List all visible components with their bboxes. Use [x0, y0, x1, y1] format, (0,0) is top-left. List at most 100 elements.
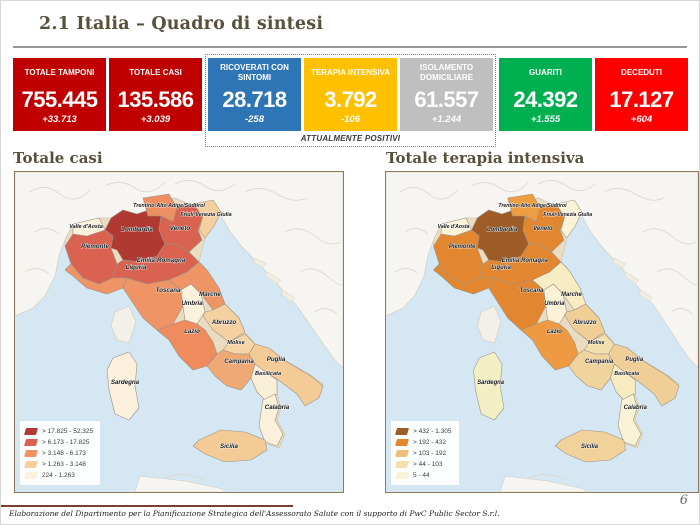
map-title-totale-terapia-intensiva: Totale terapia intensiva [386, 149, 585, 167]
region-label-calabria: Calabria [265, 404, 290, 411]
terrain-texture [244, 188, 308, 201]
kpi-row: TOTALE TAMPONI 755.445 +33.713 TOTALE CA… [13, 54, 689, 147]
legend-label: > 103 - 192 [413, 449, 447, 457]
page-title: 2.1 Italia – Quadro di sintesi [39, 14, 324, 34]
terrain-texture [164, 474, 206, 481]
terrain-texture [395, 268, 419, 275]
terrain-texture [284, 228, 342, 245]
kpi-delta: +3.039 [140, 114, 171, 125]
region-label-trentino: Trentino-Alto Adige/Südtirol [133, 203, 205, 209]
terrain-texture [471, 181, 529, 193]
region-label-veneto: Veneto [170, 225, 191, 232]
region-label-campania: Campania [585, 359, 614, 365]
kpi-isolamento-domiciliare: ISOLAMENTO DOMICILIARE 61.557 +1.244 [400, 58, 493, 131]
region-friuli [555, 199, 583, 239]
kpi-terapia-intensiva: TERAPIA INTENSIVA 3.792 -106 [304, 58, 397, 131]
terrain-texture [604, 188, 664, 201]
title-underline [13, 46, 687, 48]
map-legend-terapia-intensiva: > 432 - 1.305 > 192 - 432 > 103 - 192 > … [391, 421, 459, 485]
region-label-toscana: Toscana [156, 287, 181, 294]
region-sicilia [192, 429, 268, 463]
terrain-texture [538, 180, 596, 191]
region-valle [440, 217, 472, 237]
region-label-emilia: Emilia-Romagna [137, 257, 186, 264]
attualmente-positivi-boxes: RICOVERATI CON SINTOMI 28.718 -258 TERAP… [208, 58, 493, 131]
region-label-lombardia: Lombardia [121, 226, 153, 233]
region-label-valle: Valle d'Aosta [438, 224, 470, 230]
page-number: 6 [679, 493, 688, 508]
legend-row: > 44 - 103 [394, 459, 452, 469]
region-label-friuli: Friuli-Venezia Giulia [180, 212, 231, 218]
kpi-label: GUARITI [529, 68, 562, 78]
terrain-texture [400, 187, 458, 200]
legend-swatch [394, 460, 410, 468]
legend-swatch [394, 449, 410, 457]
terrain-texture [104, 181, 166, 193]
region-label-lombardia: Lombardia [487, 227, 518, 233]
legend-label: > 17.825 - 52.325 [42, 427, 94, 435]
terrain-texture [642, 228, 697, 245]
region-label-calabria: Calabria [624, 405, 648, 411]
legend-swatch [394, 471, 410, 479]
kpi-label: ISOLAMENTO DOMICILIARE [419, 63, 474, 82]
kpi-label: TOTALE CASI [129, 68, 182, 78]
region-label-sicilia: Sicilia [220, 443, 238, 450]
region-label-piemonte: Piemonte [81, 243, 109, 250]
region-label-sardegna: Sardegna [111, 379, 140, 386]
adriatic-island [638, 289, 653, 303]
kpi-delta: -258 [244, 114, 264, 125]
legend-label: 5 - 44 [413, 471, 430, 479]
legend-label: 224 - 1.263 [42, 471, 75, 479]
legend-label: > 1.263 - 3.148 [42, 460, 86, 468]
legend-swatch [23, 427, 39, 435]
legend-row: > 1.263 - 3.148 [23, 459, 93, 469]
region-sardegna [473, 351, 505, 421]
kpi-guariti: GUARITI 24.392 +1.555 [499, 58, 592, 131]
legend-row: > 192 - 432 [394, 437, 452, 447]
region-abruzzo [564, 303, 606, 343]
kpi-label: TOTALE TAMPONI [24, 68, 95, 78]
region-sicilia [555, 429, 626, 463]
terrain-texture [299, 268, 343, 286]
region-sardegna [106, 351, 140, 421]
kpi-delta: +1.555 [530, 114, 561, 125]
footer-source-note: Elaborazione del Dipartimento per la Pia… [9, 509, 500, 518]
kpi-value: 24.392 [513, 87, 578, 112]
region-calabria [617, 393, 642, 447]
kpi-label: RICOVERATI CON SINTOMI [220, 63, 289, 82]
legend-label: > 6.173 - 17.825 [42, 438, 90, 446]
region-label-lazio: Lazio [547, 329, 562, 335]
terrain-texture [671, 308, 693, 315]
legend-row: > 17.825 - 52.325 [23, 426, 94, 436]
region-label-molise: Molise [227, 340, 244, 346]
region-label-lazio: Lazio [184, 328, 200, 335]
legend-label: > 3.148 - 6.173 [42, 449, 86, 457]
terrain-texture [528, 474, 567, 481]
region-umbria [543, 283, 568, 325]
attualmente-positivi-group: RICOVERATI CON SINTOMI 28.718 -258 TERAP… [205, 54, 496, 147]
kpi-value: 17.127 [609, 87, 674, 112]
region-umbria [180, 283, 206, 325]
legend-swatch [23, 460, 39, 468]
region-label-puglia: Puglia [625, 357, 643, 363]
kpi-delta: +33.713 [42, 114, 77, 125]
region-label-puglia: Puglia [267, 356, 286, 363]
kpi-delta: +604 [630, 114, 653, 125]
kpi-deceduti: DECEDUTI 17.127 +604 [595, 58, 688, 131]
terrain-texture [656, 268, 698, 286]
region-label-piemonte: Piemonte [449, 244, 476, 250]
region-label-sicilia: Sicilia [581, 444, 599, 450]
legend-swatch [394, 427, 410, 435]
region-calabria [258, 393, 284, 447]
north-africa-land [134, 475, 226, 492]
legend-swatch [23, 471, 39, 479]
terrain-texture [314, 308, 338, 315]
adriatic-island [252, 257, 268, 269]
region-label-emilia: Emilia-Romagna [502, 258, 549, 264]
attualmente-positivi-caption: ATTUALMENTE POSITIVI [300, 134, 401, 143]
footer-rule [1, 505, 293, 507]
region-abruzzo [202, 303, 246, 343]
region-label-liguria: Liguria [126, 264, 147, 271]
region-label-marche: Marche [561, 292, 582, 298]
